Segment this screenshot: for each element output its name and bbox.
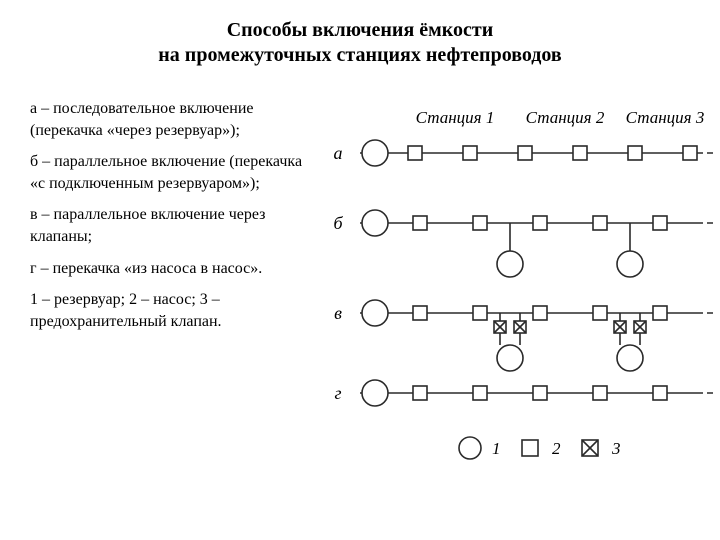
svg-text:Станция 3: Станция 3 [626,108,705,127]
desc-b: б – параллельное включение (перекачка «с… [30,151,310,194]
svg-text:Станция 2: Станция 2 [526,108,605,127]
svg-text:а: а [334,143,343,163]
title-line-2: на промежуточных станциях нефтепроводов [0,43,720,68]
desc-a: а – последовательное включение (перекачк… [30,98,310,141]
svg-text:в: в [334,303,342,323]
svg-text:2: 2 [552,439,561,458]
legend-text: 1 – резервуар; 2 – насос; 3 – предохрани… [30,289,310,332]
svg-text:1: 1 [492,439,501,458]
diagram-area: Станция 1 Станция 2 Станция 3 а б в г 1 2 3 [320,98,720,498]
title-line-1: Способы включения ёмкости [0,18,720,43]
diagram-svg: Станция 1 Станция 2 Станция 3 а б в г 1 2 3 [320,98,720,498]
desc-v: в – параллельное включение через клапаны… [30,204,310,247]
svg-text:б: б [333,213,343,233]
svg-text:Станция 1: Станция 1 [416,108,495,127]
svg-text:г: г [334,383,341,403]
svg-text:3: 3 [611,439,621,458]
description-column: а – последовательное включение (перекачк… [0,98,320,498]
desc-g: г – перекачка «из насоса в насос». [30,258,310,280]
